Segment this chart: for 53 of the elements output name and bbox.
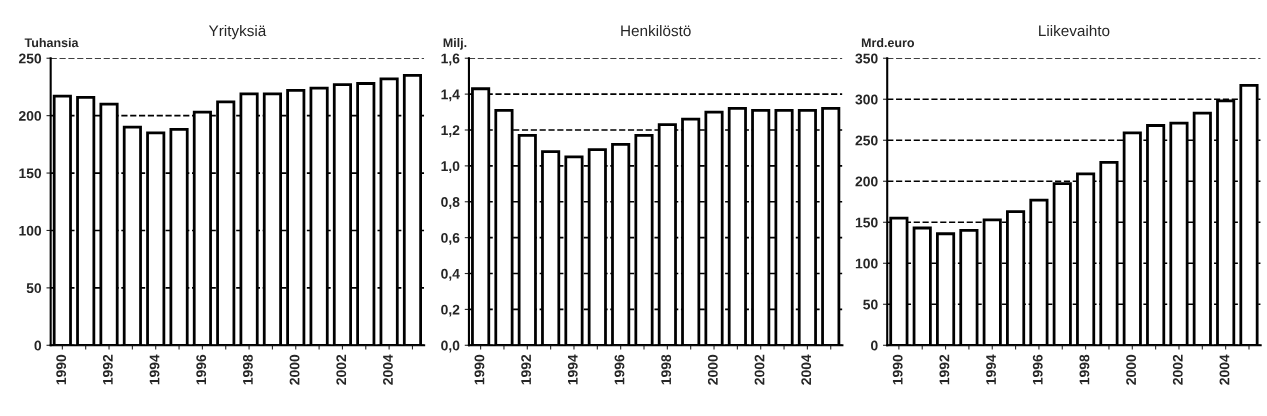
x-tick-label: 2002: [336, 354, 347, 385]
x-tick-label: 2004: [801, 354, 812, 385]
x-tick-label: 1998: [661, 354, 672, 385]
y-tick-label: 350: [855, 53, 878, 64]
x-tick-label: 1998: [242, 354, 253, 385]
x-tick-label: 1994: [567, 354, 578, 385]
y-axis-title: Milj.: [443, 37, 467, 50]
x-tick-label: 2000: [707, 354, 718, 385]
y-tick-label: 0,6: [441, 232, 460, 245]
y-tick-label: 250: [855, 135, 878, 146]
x-tick-label: 2002: [1172, 354, 1183, 385]
x-tick-label: 1990: [892, 354, 903, 385]
x-tick-label: 1996: [1032, 354, 1043, 385]
y-tick-label: 100: [855, 258, 878, 269]
y-tick-label: 50: [863, 299, 878, 310]
y-axis-title: Tuhansia: [24, 37, 79, 48]
y-tick-label: 1,4: [441, 89, 460, 102]
x-tick-label: 2004: [383, 354, 393, 385]
x-tick-label: 2004: [1219, 354, 1230, 385]
y-tick-label: 0,2: [441, 304, 460, 317]
y-tick-label: 0: [34, 340, 42, 351]
y-tick-label: 0,0: [441, 340, 460, 353]
chart-title: Liikevaihto: [1039, 24, 1110, 37]
y-tick-label: 150: [855, 217, 878, 228]
x-tick-label: 1992: [102, 354, 113, 385]
y-tick-label: 200: [18, 110, 42, 121]
x-tick-label: 2000: [289, 354, 300, 385]
x-tick-label: 1990: [56, 354, 67, 385]
x-tick-label: 1994: [149, 354, 160, 385]
chart-title: Henkilöstö: [621, 24, 691, 37]
x-tick-label: 2000: [1126, 354, 1137, 385]
y-tick-label: 0,8: [441, 197, 460, 209]
x-tick-label: 1992: [939, 354, 950, 385]
x-tick-label: 1994: [986, 354, 996, 385]
x-tick-label: 1992: [521, 354, 532, 385]
y-tick-label: 100: [19, 225, 42, 236]
y-tick-label: 50: [26, 283, 42, 294]
chart-title: Yrityksiä: [208, 24, 267, 40]
x-tick-label: 1996: [196, 354, 207, 385]
y-tick-label: 0,4: [441, 268, 460, 281]
y-tick-label: 150: [19, 168, 42, 179]
y-tick-label: 1,0: [441, 161, 460, 174]
y-tick-label: 1,2: [441, 125, 460, 138]
x-tick-label: 2002: [754, 354, 765, 385]
y-tick-label: 200: [855, 176, 878, 187]
y-tick-label: 0: [871, 340, 878, 351]
x-tick-label: 1996: [614, 354, 625, 385]
x-tick-label: 1998: [1079, 354, 1090, 385]
y-axis-title: Mrd.euro: [861, 37, 915, 48]
y-tick-label: 250: [18, 53, 42, 64]
y-tick-label: 300: [855, 94, 878, 105]
y-tick-label: 1,6: [441, 53, 460, 66]
x-tick-label: 1990: [474, 354, 485, 385]
